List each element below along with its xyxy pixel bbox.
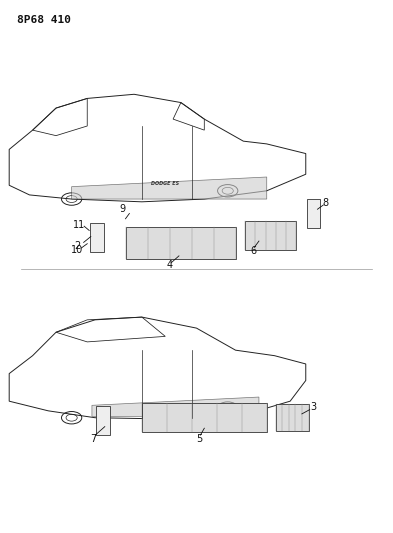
FancyBboxPatch shape [126, 227, 235, 259]
Text: 2: 2 [74, 241, 81, 252]
FancyBboxPatch shape [245, 221, 296, 251]
Text: 7: 7 [90, 434, 96, 444]
Polygon shape [92, 397, 259, 416]
FancyBboxPatch shape [142, 403, 267, 432]
Text: 5: 5 [196, 434, 203, 444]
FancyBboxPatch shape [96, 406, 110, 435]
FancyBboxPatch shape [90, 223, 104, 252]
Text: 6: 6 [250, 246, 256, 256]
Text: 11: 11 [73, 220, 86, 230]
Polygon shape [72, 177, 267, 199]
FancyBboxPatch shape [307, 199, 320, 228]
Text: 10: 10 [72, 245, 84, 255]
Text: 8: 8 [322, 198, 328, 208]
Text: DODGE ES: DODGE ES [151, 181, 179, 185]
Text: 3: 3 [310, 402, 317, 412]
Text: 9: 9 [119, 204, 125, 214]
Text: 8P68 410: 8P68 410 [17, 14, 71, 25]
FancyBboxPatch shape [275, 405, 309, 431]
Text: 4: 4 [167, 261, 173, 270]
